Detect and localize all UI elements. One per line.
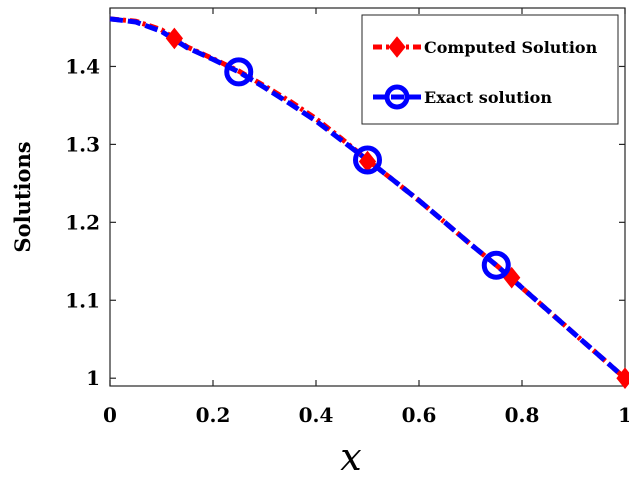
x-tick-label: 1 [618,403,629,427]
x-tick-label: 0.8 [505,403,540,427]
y-tick-labels: 1 1.1 1.2 1.3 1.4 [65,54,100,390]
x-tick-label: 0.6 [402,403,437,427]
x-tick-label: 0.4 [299,403,334,427]
y-tick-label: 1.3 [65,132,100,156]
x-axis-label: x [340,435,361,479]
series-layer [109,16,629,390]
legend-marker-circle [384,84,410,110]
x-tick-label: 0 [103,403,117,427]
y-tick-label: 1.4 [65,54,100,78]
x-tick-label: 0.2 [196,403,231,427]
x-tick-labels: 0 0.2 0.4 0.6 0.8 1 [103,403,629,427]
y-axis-label: Solutions [10,141,35,252]
exact-marker [224,57,254,87]
computed-marker [165,27,184,50]
exact-marker [481,250,511,280]
legend-marker-diamond [388,36,406,58]
y-tick-label: 1.1 [65,288,100,312]
legend-label-exact: Exact solution [424,88,552,107]
y-tick-label: 1.2 [65,210,100,234]
exact-marker [353,145,382,175]
legend-label-computed: Computed Solution [424,38,598,57]
legend: Computed Solution Exact solution [361,14,619,125]
y-tick-label: 1 [86,366,100,390]
computed-marker [616,367,629,390]
